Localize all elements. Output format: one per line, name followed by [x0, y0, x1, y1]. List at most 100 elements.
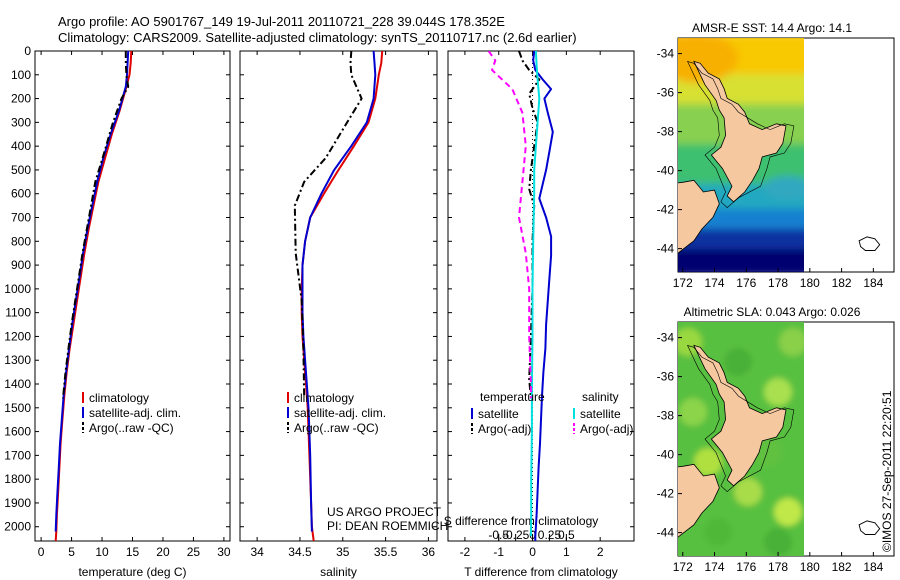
- difference-panel: -2 -1 0 1 2 T difference from climatology -0.5…: [444, 50, 635, 579]
- sla_map-xtick-label: 180: [800, 560, 820, 574]
- sla_map-title: Altimetric SLA: 0.043 Argo: 0.026: [684, 305, 861, 319]
- depth-tick-label: 500: [11, 163, 31, 177]
- south-island-land: [678, 463, 720, 538]
- difference-plot-area: [487, 51, 554, 541]
- sla_map-xtick-label: 182: [832, 560, 852, 574]
- sla-blob: [679, 398, 707, 426]
- salinity-legend-label: satellite-adj. clim.: [294, 406, 386, 420]
- depth-tick-label: 800: [11, 234, 31, 248]
- temperature-legend-label: Argo(..raw -QC): [89, 421, 174, 435]
- depth-tick-label: 1000: [4, 282, 31, 296]
- difference-series-salinity-satellite: [529, 51, 541, 537]
- difference-xtick-label: -2: [460, 545, 471, 559]
- depth-tick-label: 1800: [4, 472, 31, 486]
- difference-series-salinity-argo-adj-: [487, 51, 532, 399]
- difference-xtick-label: -1: [493, 545, 504, 559]
- temperature-xlabel: temperature (deg C): [78, 565, 186, 579]
- difference-xtick-label: 0: [529, 545, 536, 559]
- salinity-diff-tick-label: -0.5: [488, 528, 509, 542]
- salinity-xtick-label: 36: [422, 545, 436, 559]
- salinity-diff-tick-label: 0: [529, 528, 536, 542]
- sla_map-ytick-label: -34: [657, 331, 675, 345]
- temperature-xtick-label: 25: [187, 545, 201, 559]
- difference-series-temperature-satellite: [532, 51, 554, 541]
- sst_map-xtick-label: 172: [673, 276, 693, 290]
- sst_map-xtick-label: 180: [800, 276, 820, 290]
- temperature-panel: 0 5 10 15 20 25 30 temperature (deg C) 0 100 200 30…: [4, 44, 231, 579]
- sst-map-panel: AMSR-E SST: 14.4 Argo: 14.1 172 174 176 178 1…: [657, 21, 895, 290]
- sla-blob: [724, 348, 752, 376]
- header-line1: Argo profile: AO 5901767_149 19-Jul-2011…: [58, 14, 505, 29]
- temperature-series-satellite-adj-clim-: [54, 51, 130, 532]
- project-line1: US ARGO PROJECT: [327, 505, 442, 519]
- sst-band: [678, 249, 804, 272]
- sst_map-ytick-label: -44: [657, 242, 675, 256]
- temperature-xtick-label: 20: [156, 545, 170, 559]
- sla-blob: [704, 518, 732, 546]
- salinity-diff-tick-label: 0.25: [538, 528, 562, 542]
- salinity-panel: 34 34.5 35 35.5 36 salinity climatologysatelli…: [239, 50, 438, 579]
- depth-tick-label: 1500: [4, 401, 31, 415]
- sla-blob: [734, 478, 762, 506]
- depth-tick-label: 600: [11, 187, 31, 201]
- sst_map-ytick-label: -34: [657, 47, 675, 61]
- temperature-series-argo-raw-qc-: [62, 51, 130, 399]
- sla_map-ytick-label: -44: [657, 526, 675, 540]
- difference-legend-label: satellite: [580, 407, 621, 421]
- salinity-xtick-label: 35.5: [374, 545, 398, 559]
- depth-tick-label: 0: [24, 44, 31, 58]
- depth-tick-label: 700: [11, 211, 31, 225]
- difference-axes-box: [447, 50, 635, 542]
- salinity-diff-tick-label: 0.5: [558, 528, 575, 542]
- salinity-xtick-label: 35: [336, 545, 350, 559]
- legend-header-salinity: salinity: [582, 390, 619, 404]
- sla-blob: [779, 328, 804, 356]
- sst_map-xtick-label: 184: [863, 276, 883, 290]
- depth-tick-label: 1400: [4, 377, 31, 391]
- temperature-xtick-label: 0: [38, 545, 45, 559]
- sst-cool-patch: [763, 176, 804, 200]
- temperature-axes-box: [34, 50, 231, 542]
- salinity-diff-tick-label: -0.25: [502, 528, 530, 542]
- salinity-xtick-label: 34: [250, 545, 264, 559]
- depth-tick-label: 1100: [5, 306, 31, 320]
- sst_map-xtick-label: 174: [705, 276, 725, 290]
- sst_map-xtick-label: 182: [832, 276, 852, 290]
- sla_map-xtick-label: 184: [863, 560, 883, 574]
- project-line2: PI: DEAN ROEMMICH: [327, 519, 448, 533]
- chatham-island-outline: [858, 520, 881, 535]
- sla_map-ytick-label: -42: [657, 487, 675, 501]
- difference-legend-label: Argo(-adj): [580, 422, 633, 436]
- sst_map-title: AMSR-E SST: 14.4 Argo: 14.1: [692, 21, 852, 35]
- temperature-plot-area: [54, 51, 133, 541]
- salinity-series-argo-raw-qc-: [293, 51, 363, 399]
- difference-xlabel: T difference from climatology: [464, 565, 618, 579]
- salinity-legend-label: climatology: [294, 391, 354, 405]
- sla_map-xtick-label: 174: [705, 560, 725, 574]
- sst_map-ytick-label: -38: [657, 125, 675, 139]
- south-island-land: [678, 179, 720, 254]
- north-island-land: [693, 60, 787, 203]
- depth-tick-label: 900: [11, 258, 31, 272]
- depth-tick-label: 300: [11, 115, 31, 129]
- bathymetry-contour: [686, 344, 795, 493]
- difference-xtick-label: 2: [597, 545, 604, 559]
- depth-tick-label: 400: [11, 139, 31, 153]
- salinity-xlabel: salinity: [320, 565, 357, 579]
- sst_map-xtick-label: 178: [768, 276, 788, 290]
- temperature-xtick-label: 15: [126, 545, 140, 559]
- chatham-island-outline: [858, 236, 881, 251]
- sst_map-data-field: [678, 38, 804, 272]
- depth-tick-label: 1600: [4, 425, 31, 439]
- depth-tick-label: 2000: [4, 520, 31, 534]
- difference-legend-label: Argo(-adj): [478, 422, 531, 436]
- imos-credit: ©IMOS 27-Sep-2011 22:20:51: [880, 390, 894, 552]
- temperature-xtick-label: 5: [68, 545, 75, 559]
- salinity-legend-label: Argo(..raw -QC): [294, 421, 379, 435]
- sla-map-panel: Altimetric SLA: 0.043 Argo: 0.026 172 174 1…: [657, 305, 895, 574]
- depth-tick-label: 100: [11, 68, 31, 82]
- salinity-series-satellite-adj-clim-: [301, 51, 377, 532]
- sst-warm-patch: [678, 38, 738, 83]
- difference-xtick-label: 1: [563, 545, 570, 559]
- sla_map-data-field: [678, 322, 804, 556]
